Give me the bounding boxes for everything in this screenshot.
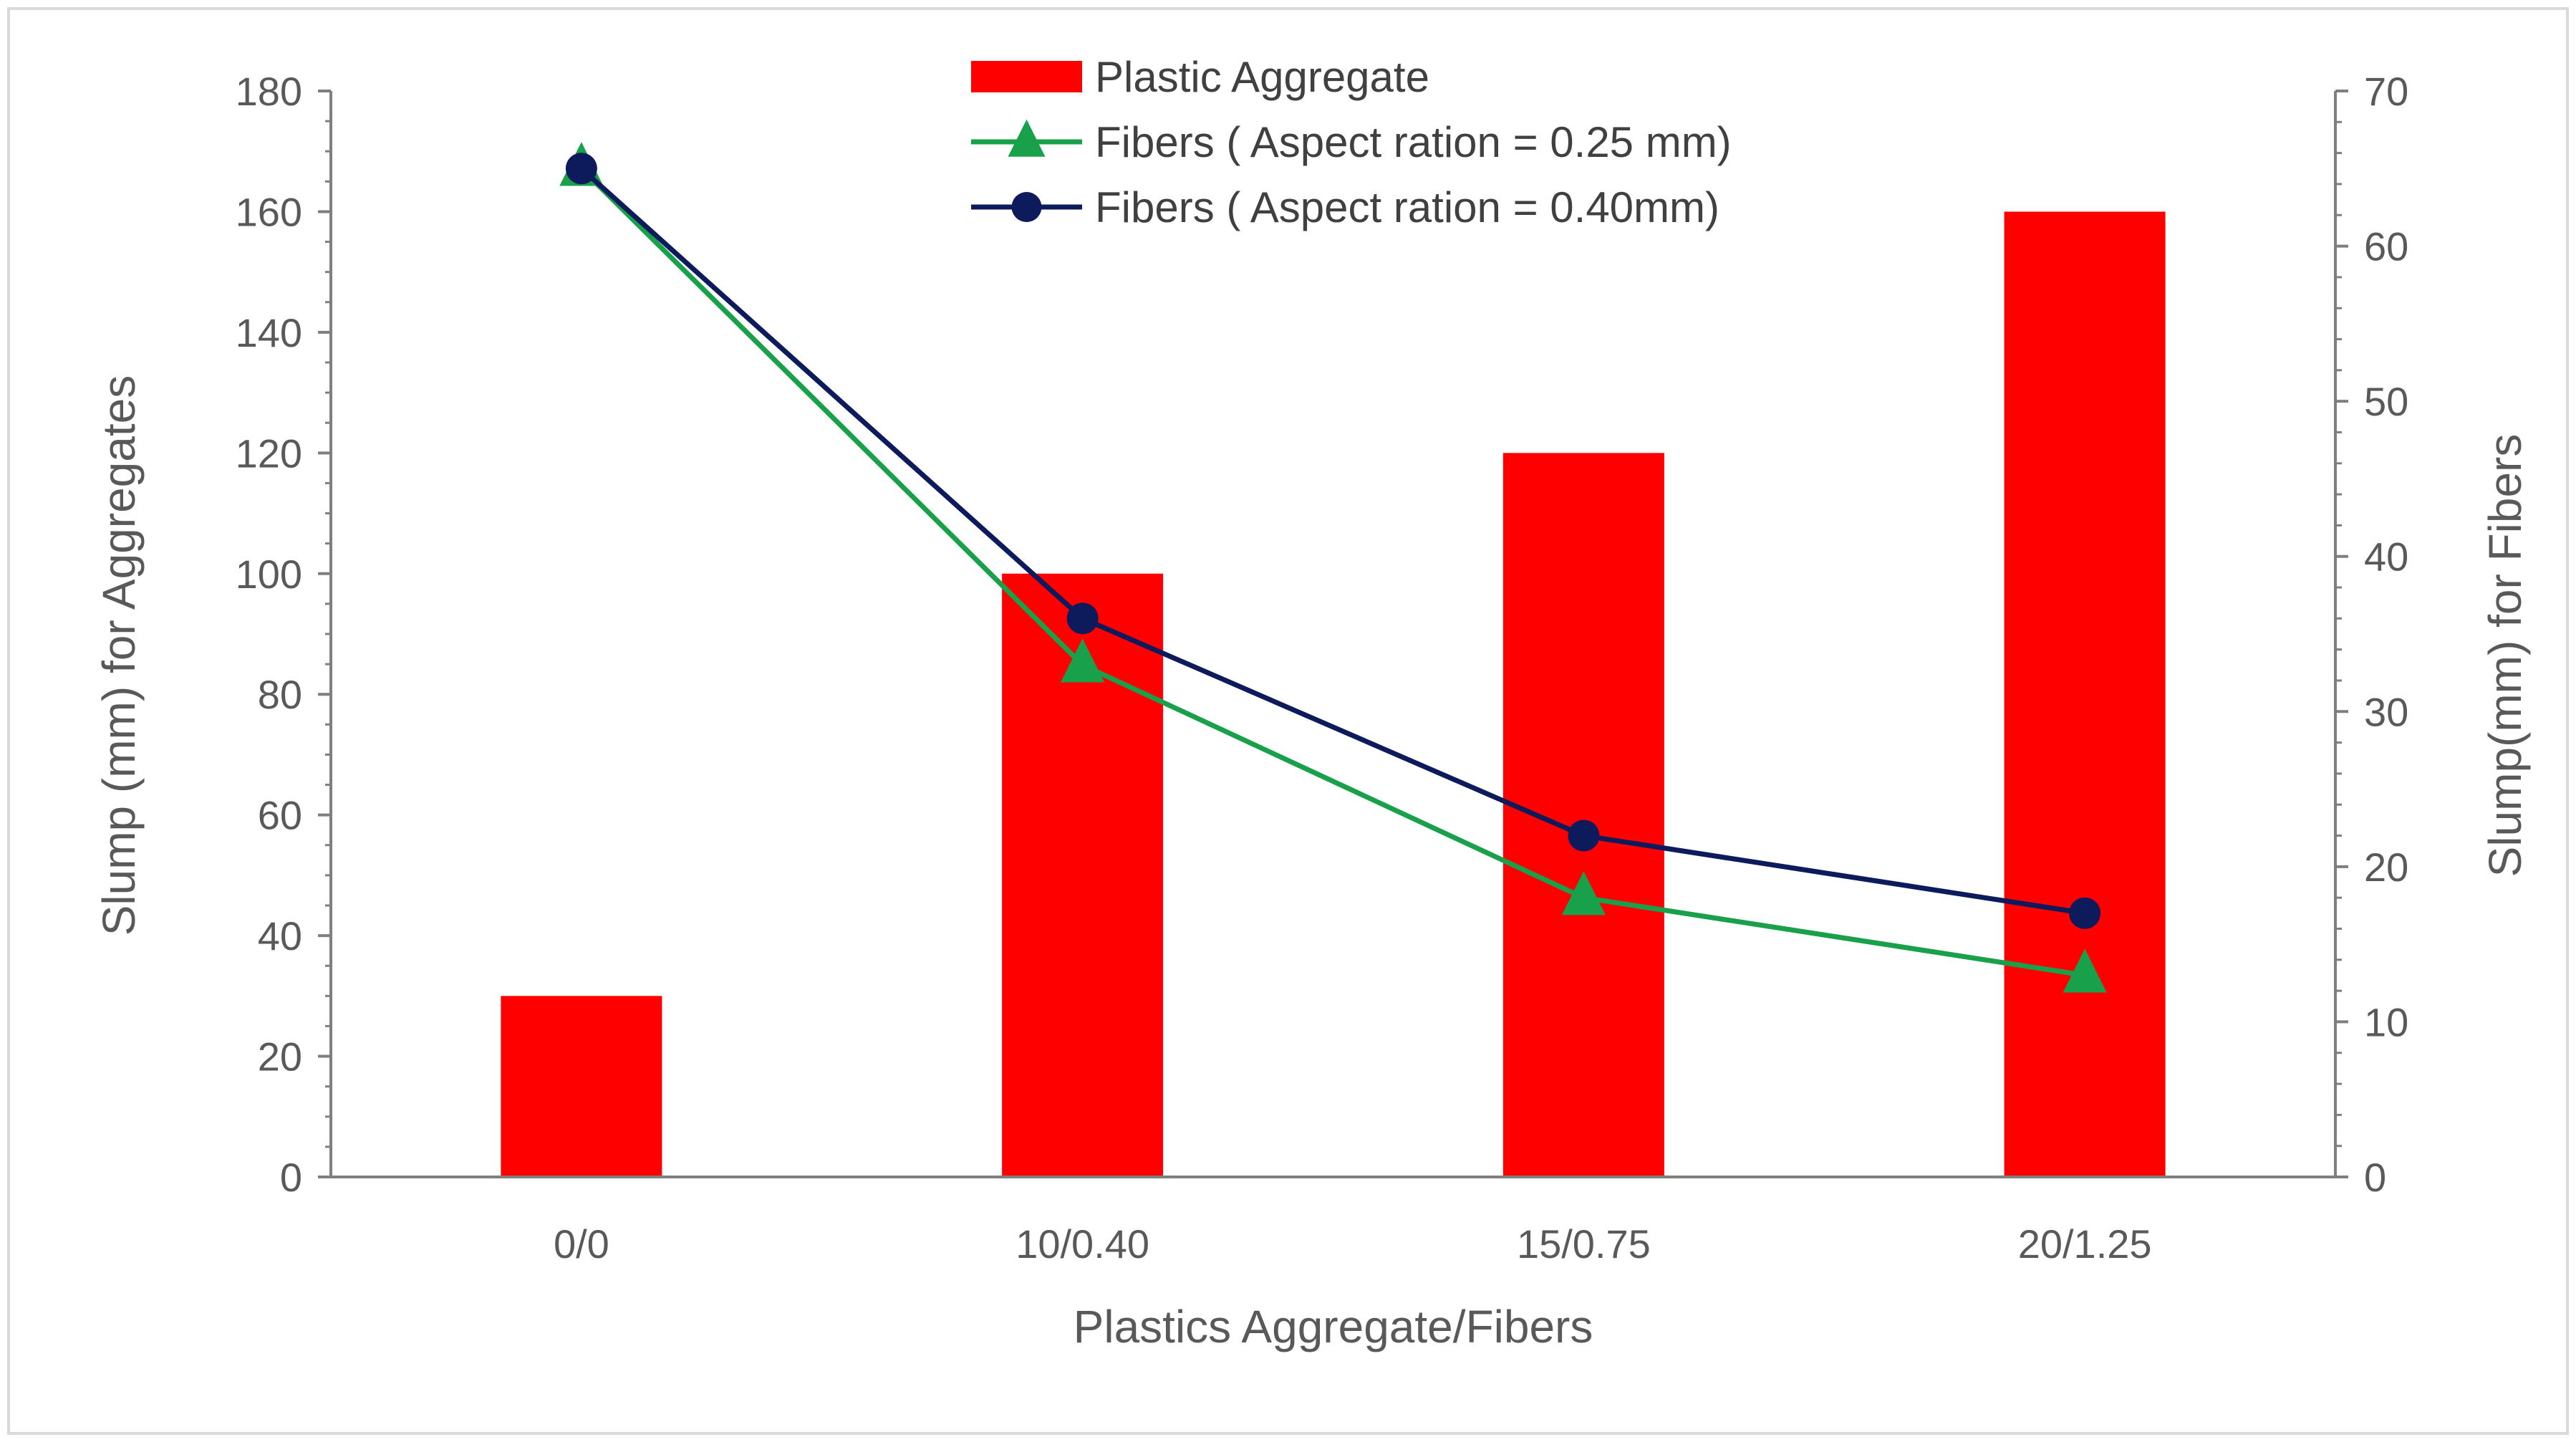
x-tick-label: 0/0 — [554, 1221, 609, 1266]
bar-0/0 — [501, 996, 662, 1177]
legend-marker-triangle — [1008, 119, 1046, 157]
legend-entry-label: Fibers ( Aspect ration = 0.40mm) — [1095, 183, 1719, 231]
y-tick-label-right: 40 — [2364, 534, 2408, 580]
series-line-2 — [579, 166, 2085, 916]
y-tick-label-left: 20 — [258, 1034, 302, 1080]
legend-entry-label: Plastic Aggregate — [1095, 53, 1429, 101]
point-triangle — [1561, 871, 1606, 915]
y-axis-title-left: Slump (mm) for Aggregates — [93, 375, 145, 936]
y-tick-label-left: 100 — [236, 552, 302, 597]
y-tick-label-right: 0 — [2364, 1155, 2386, 1200]
point-circle — [1568, 819, 1600, 852]
legend-entry-label: Fibers ( Aspect ration = 0.25 mm) — [1095, 118, 1732, 166]
point-triangle — [1061, 638, 1105, 683]
y-tick-label-left: 140 — [236, 310, 302, 355]
y-tick-label-right: 60 — [2364, 224, 2408, 269]
x-axis-title: Plastics Aggregate/Fibers — [1074, 1301, 1593, 1352]
y-tick-label-right: 30 — [2364, 689, 2408, 734]
y-tick-label-left: 80 — [258, 672, 302, 717]
point-triangle — [2063, 948, 2107, 993]
y-tick-label-left: 40 — [258, 913, 302, 958]
y-tick-label-left: 60 — [258, 793, 302, 838]
x-tick-label: 20/1.25 — [2018, 1221, 2152, 1266]
y-tick-label-left: 0 — [280, 1155, 302, 1200]
bar-20/1.25 — [2004, 211, 2166, 1177]
legend-marker-circle — [1011, 192, 1042, 222]
x-tick-label: 15/0.75 — [1517, 1221, 1651, 1266]
legend-swatch-bar — [971, 61, 1082, 92]
y-tick-label-left: 180 — [236, 69, 302, 114]
point-circle — [2069, 897, 2101, 929]
y-tick-label-right: 70 — [2364, 69, 2408, 114]
bar-15/0.75 — [1502, 453, 1664, 1177]
y-tick-label-left: 120 — [236, 431, 302, 476]
x-tick-label: 10/0.40 — [1016, 1221, 1149, 1266]
y-tick-label-right: 10 — [2364, 999, 2408, 1044]
y-tick-label-right: 20 — [2364, 845, 2408, 890]
y-tick-label-right: 50 — [2364, 379, 2408, 424]
series-line-1 — [579, 166, 2085, 978]
y-axis-title-right: Slump(mm) for Fibers — [2479, 434, 2531, 878]
y-tick-label-left: 160 — [236, 189, 302, 234]
point-circle — [1066, 602, 1099, 635]
point-circle — [565, 153, 597, 185]
